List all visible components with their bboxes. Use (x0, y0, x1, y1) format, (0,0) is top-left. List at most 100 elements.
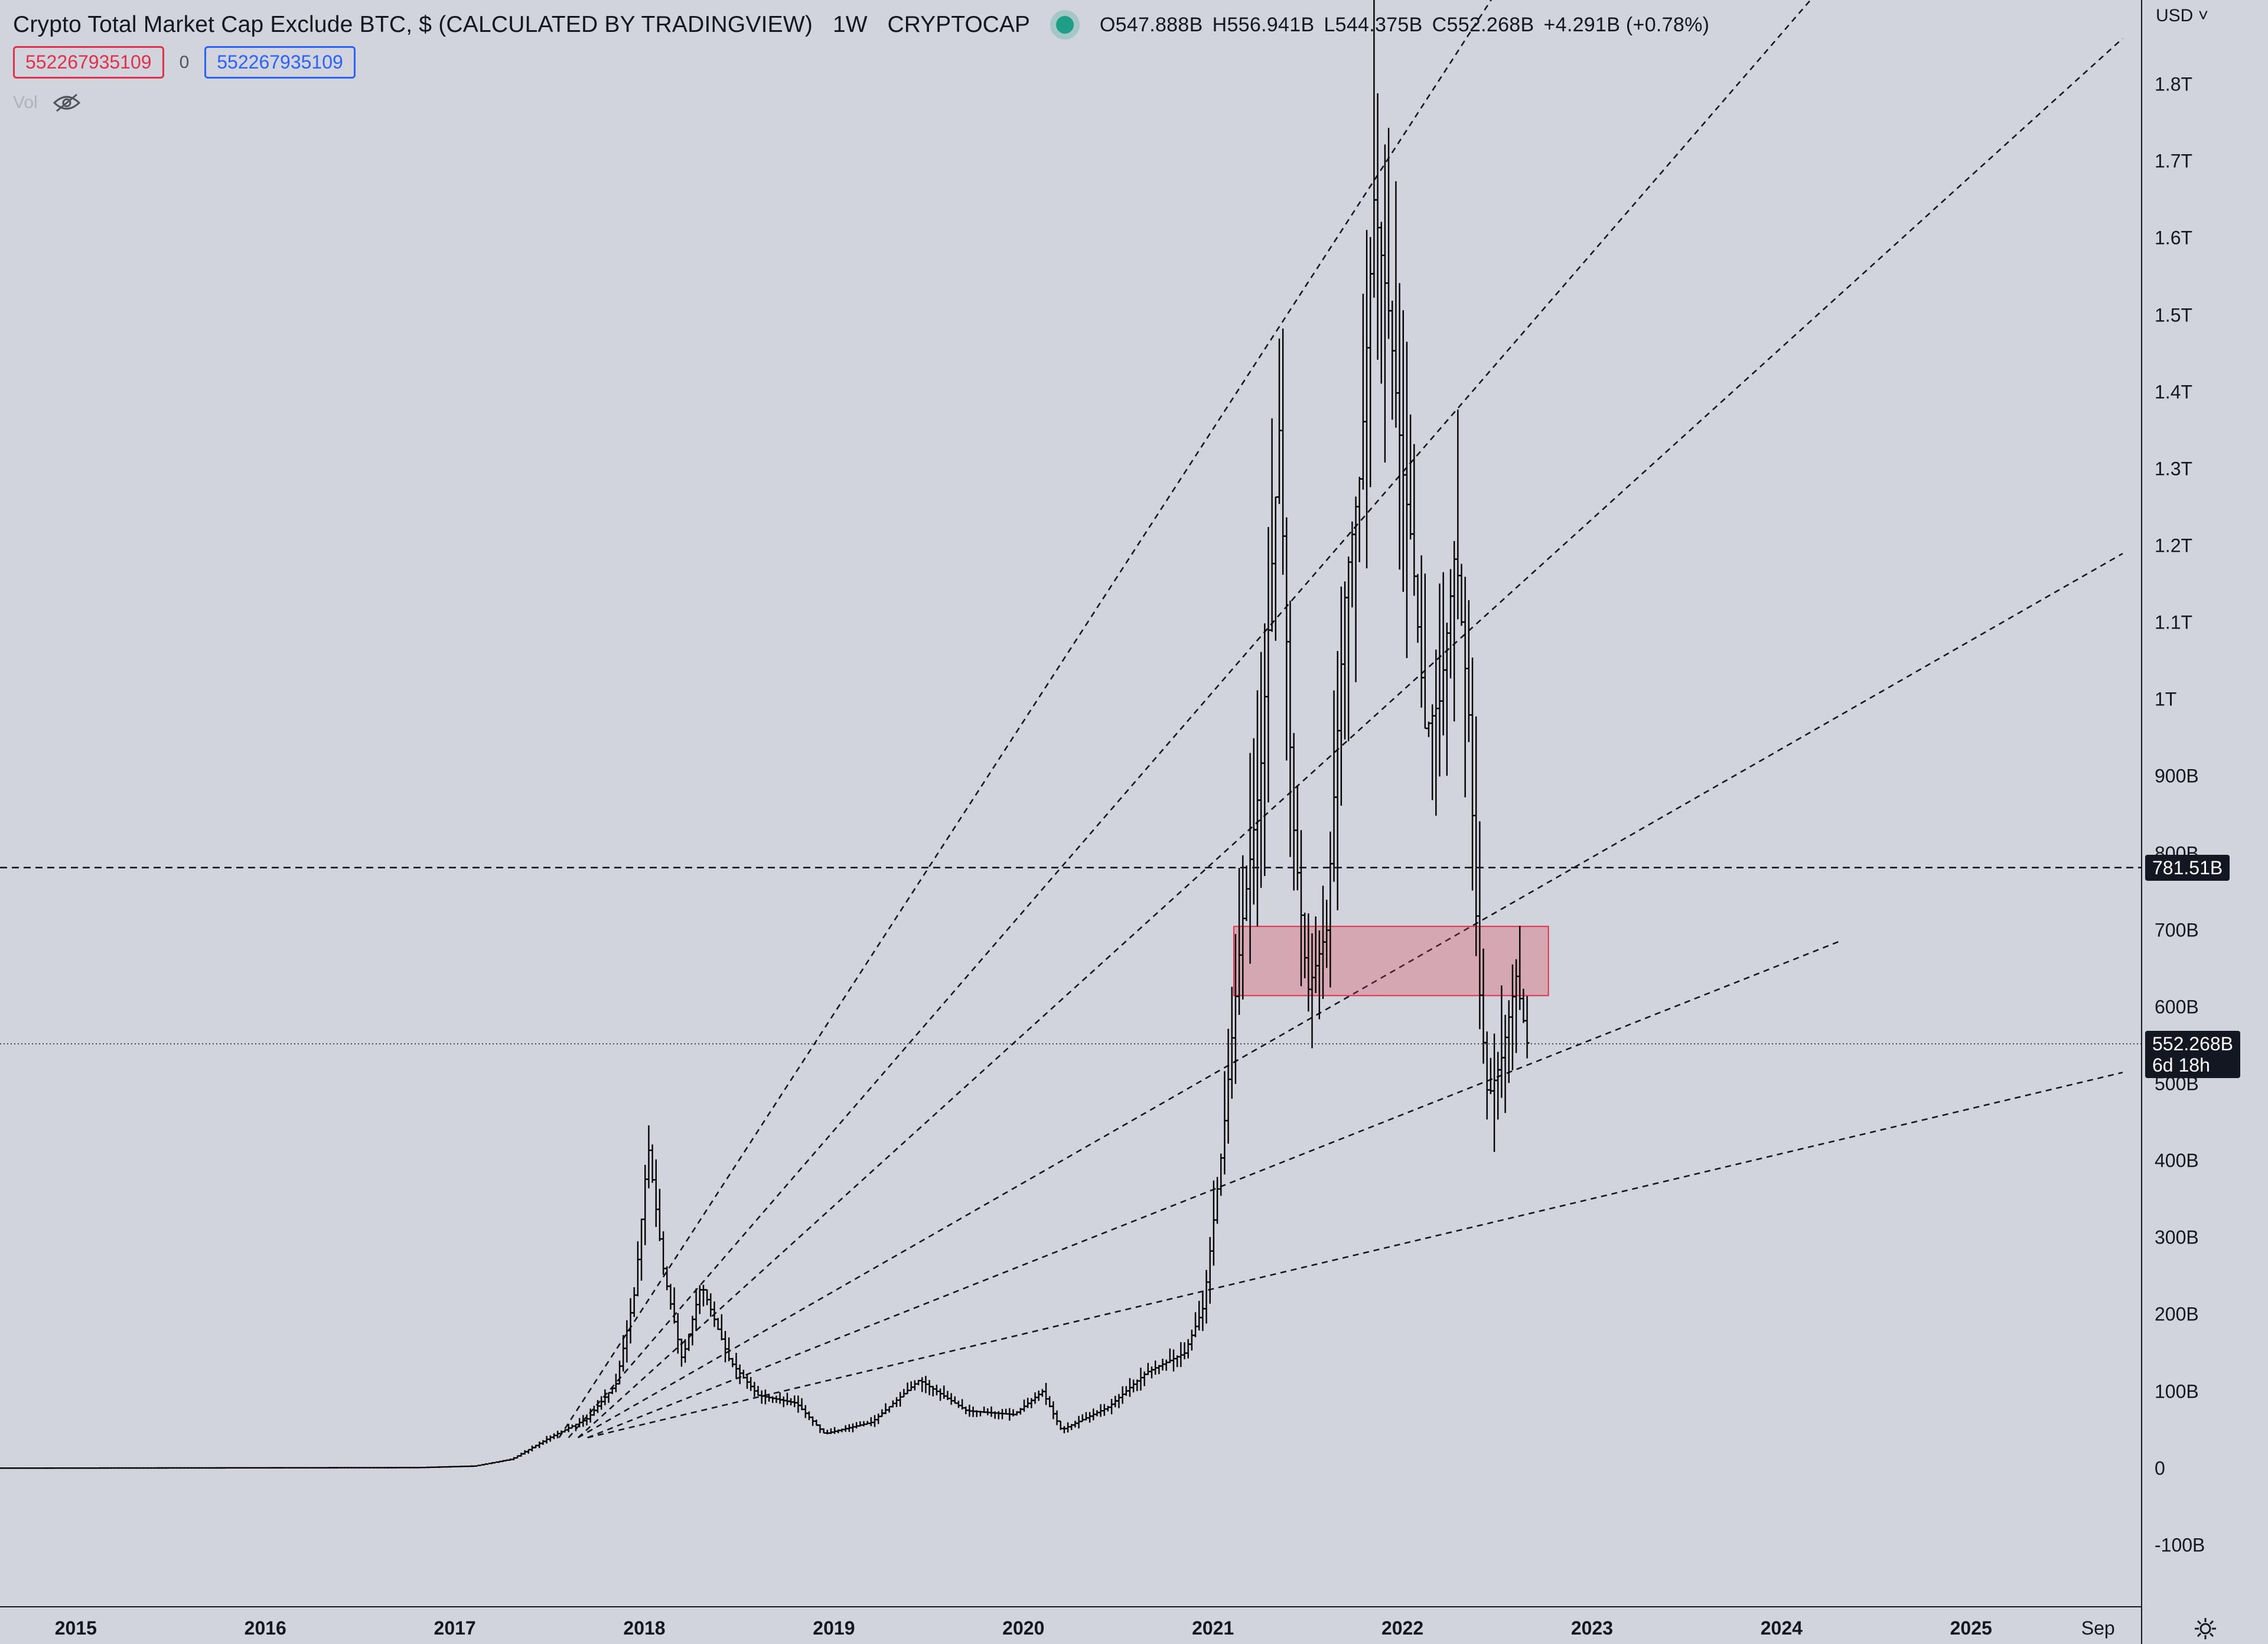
ohlc-bar (956, 1401, 961, 1408)
ohlc-bar (1492, 1033, 1497, 1153)
zone-layer[interactable] (1233, 926, 1549, 997)
ohlc-bar (1040, 1389, 1045, 1397)
trendline[interactable] (578, 552, 2123, 1438)
level-lines-layer[interactable] (0, 867, 2142, 1044)
ohlc-bar (912, 1380, 917, 1391)
ohlc-bar (1338, 586, 1344, 806)
ohlc-bar (1459, 564, 1464, 626)
price-axis-label: 1.4T (2155, 381, 2193, 403)
indicator-values: 552267935109 0 552267935109 (13, 46, 356, 79)
ohlc-bar (1044, 1382, 1049, 1405)
level-price-tag: 781.51B (2145, 854, 2230, 881)
ohlc-bar (1284, 517, 1289, 761)
ohlc-bar (551, 1433, 556, 1440)
ohlc-bar (927, 1380, 932, 1395)
close-value: 552.268B (1446, 13, 1534, 36)
ohlc-bar (828, 1428, 833, 1434)
ohlc-bar (1054, 1410, 1060, 1425)
ohlc-bar (1244, 865, 1249, 922)
chevron-down-icon: ˅ (2193, 6, 2209, 25)
gear-icon[interactable] (2192, 1616, 2218, 1642)
ohlc-bar (1226, 1028, 1231, 1144)
ohlc-bar (784, 1392, 790, 1405)
ohlc-bar (1506, 1000, 1511, 1083)
ohlc-bar (1375, 93, 1380, 360)
ohlc-bars-layer (0, 0, 1530, 1469)
trendline[interactable] (568, 0, 2123, 1438)
ohlc-bar (941, 1385, 947, 1399)
ohlc-bar (653, 1159, 659, 1228)
ohlc-bar (1083, 1412, 1089, 1421)
trendlines-layer[interactable] (558, 0, 2123, 1438)
ohlc-bar (1276, 338, 1282, 504)
time-axis-label: 2017 (434, 1617, 476, 1639)
high-value: 556.941B (1227, 13, 1315, 36)
trendline[interactable] (587, 1072, 2123, 1438)
ohlc-bar (693, 1288, 699, 1332)
price-zone-rect[interactable] (1233, 926, 1549, 997)
ohlc-bar (894, 1397, 900, 1407)
ohlc-bar (850, 1423, 855, 1433)
ohlc-bar (1259, 652, 1264, 888)
ohlc-bar (1207, 1237, 1213, 1304)
ohlc-bar (1474, 716, 1479, 956)
ohlc-bar (1404, 341, 1409, 658)
price-axis-label: -100B (2155, 1534, 2205, 1556)
open-label: O (1099, 13, 1116, 36)
ohlc-bar (745, 1373, 750, 1389)
ohlc-bar (1193, 1312, 1198, 1337)
trendline[interactable] (587, 941, 1839, 1438)
ohlc-bar (1288, 600, 1293, 857)
ohlc-bar (1364, 230, 1370, 569)
ohlc-bar (876, 1413, 881, 1424)
ohlc-bar (1360, 294, 1366, 490)
currency-label: USD (2156, 6, 2194, 25)
ohlc-bar (1051, 1401, 1056, 1420)
ohlc-bar (777, 1392, 783, 1404)
ohlc-bar (1400, 310, 1406, 592)
volume-label[interactable]: Vol (13, 93, 38, 112)
ohlc-bar (1251, 738, 1256, 905)
indicator-left-value[interactable]: 552267935109 (13, 46, 164, 79)
ohlc-bar (1185, 1339, 1191, 1359)
ohlc-bar (1433, 649, 1439, 816)
ohlc-bar (803, 1405, 808, 1418)
ohlc-bar (1080, 1414, 1085, 1422)
ohlc-bar (1076, 1415, 1081, 1429)
trendline[interactable] (577, 38, 2123, 1438)
interval-label[interactable]: 1W (833, 12, 868, 37)
indicator-middle-value: 0 (179, 52, 190, 72)
ohlc-bar (737, 1364, 742, 1385)
price-axis-label: 900B (2155, 765, 2199, 787)
ohlc-bar (938, 1388, 943, 1401)
ohlc-bar (690, 1316, 695, 1346)
ohlc-bar (1280, 328, 1286, 575)
ohlc-bar (796, 1395, 801, 1413)
symbol-title[interactable]: Crypto Total Market Cap Exclude BTC, $ (… (13, 12, 813, 37)
indicator-right-value[interactable]: 552267935109 (204, 46, 356, 79)
ohlc-bar (1397, 283, 1402, 570)
price-axis-label: 1.7T (2155, 150, 2193, 172)
price-axis-label: 200B (2155, 1303, 2199, 1325)
ohlc-bar (1382, 144, 1387, 463)
low-value: 544.375B (1335, 13, 1423, 36)
ohlc-bar (584, 1414, 589, 1425)
trendline[interactable] (558, 0, 2000, 1438)
ohlc-bar (1197, 1301, 1202, 1331)
ohlc-bar (759, 1390, 764, 1404)
ohlc-bar (908, 1381, 914, 1391)
ohlc-bar (905, 1382, 910, 1395)
time-axis-label: 2025 (1950, 1617, 1992, 1639)
ohlc-bar (1390, 300, 1395, 420)
ohlc-bar (657, 1189, 662, 1242)
ohlc-bar (1109, 1398, 1115, 1415)
ohlc-bar (726, 1337, 732, 1362)
eye-off-icon[interactable] (52, 92, 82, 113)
close-label: C (1432, 13, 1447, 36)
currency-selector[interactable]: USD ˅ (2156, 6, 2208, 26)
ohlc-bar (1335, 651, 1340, 911)
ohlc-bar (1164, 1359, 1169, 1371)
ohlc-bar (646, 1125, 651, 1189)
ohlc-bar (1218, 1153, 1224, 1196)
